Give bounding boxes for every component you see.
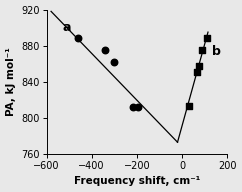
Point: [195, 70, 199, 73]
Point: [136, 105, 140, 108]
Point: [187, 105, 191, 108]
Point: [197, 64, 201, 67]
Point: [76, 37, 80, 40]
Point: [103, 49, 107, 52]
Point: [205, 36, 209, 39]
Point: [132, 105, 136, 108]
Text: a: a: [62, 21, 71, 34]
Text: b: b: [212, 45, 221, 58]
X-axis label: Frequency shift, cm⁻¹: Frequency shift, cm⁻¹: [74, 176, 200, 186]
Point: [200, 49, 204, 52]
Point: [112, 60, 116, 63]
Y-axis label: PA, kJ mol⁻¹: PA, kJ mol⁻¹: [6, 47, 15, 116]
